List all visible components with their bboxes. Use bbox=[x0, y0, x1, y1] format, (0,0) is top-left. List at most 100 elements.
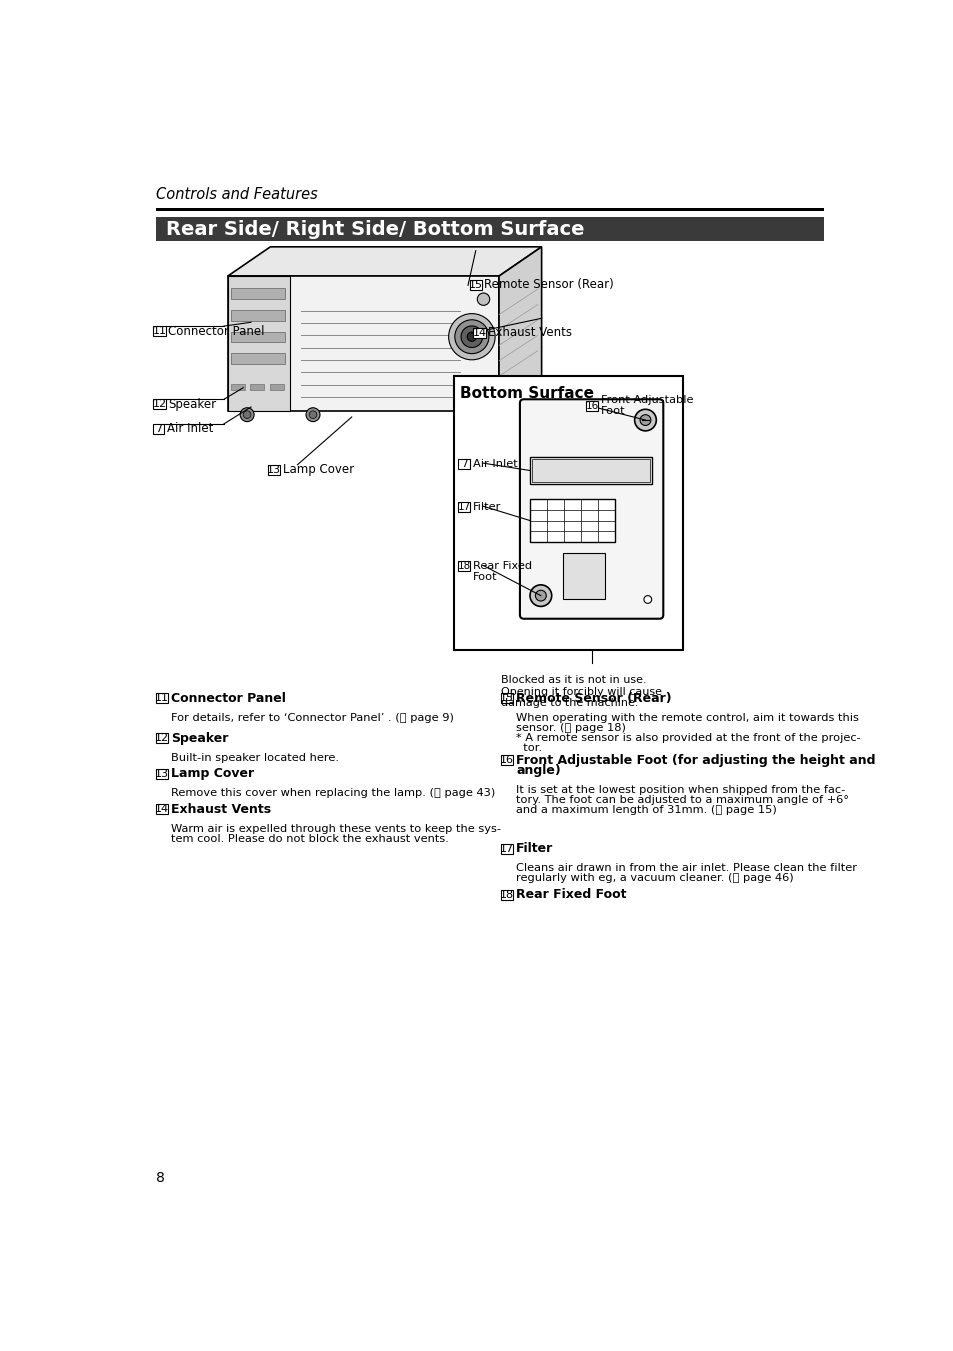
Text: tor.: tor. bbox=[516, 743, 541, 753]
Bar bbox=[500, 693, 513, 704]
Bar bbox=[500, 843, 513, 854]
Bar bbox=[231, 384, 245, 390]
Text: 11: 11 bbox=[152, 326, 167, 336]
Text: 14: 14 bbox=[472, 328, 486, 338]
Text: 14: 14 bbox=[154, 804, 169, 815]
Text: Foot: Foot bbox=[599, 407, 624, 416]
Circle shape bbox=[634, 409, 656, 431]
Text: It is set at the lowest position when shipped from the fac-: It is set at the lowest position when sh… bbox=[516, 785, 844, 794]
Text: 12: 12 bbox=[154, 734, 169, 743]
Bar bbox=[530, 457, 651, 484]
Text: sensor. (  page 18): sensor. (  page 18) bbox=[516, 723, 625, 732]
Circle shape bbox=[243, 411, 251, 419]
Text: Bottom Surface: Bottom Surface bbox=[459, 385, 594, 401]
Text: 13: 13 bbox=[267, 465, 281, 474]
Text: Rear Fixed Foot: Rear Fixed Foot bbox=[516, 888, 626, 901]
Bar bbox=[531, 458, 649, 482]
Bar bbox=[155, 216, 822, 242]
Circle shape bbox=[448, 313, 495, 359]
Text: 11: 11 bbox=[154, 693, 169, 704]
Circle shape bbox=[309, 411, 316, 419]
Text: Rear Fixed: Rear Fixed bbox=[472, 561, 531, 571]
Text: Lamp Cover: Lamp Cover bbox=[171, 767, 254, 781]
Text: angle): angle) bbox=[516, 765, 560, 777]
Bar bbox=[457, 458, 470, 469]
Bar bbox=[457, 501, 470, 512]
Bar bbox=[153, 424, 164, 434]
Text: 18: 18 bbox=[457, 561, 470, 571]
Text: Filter: Filter bbox=[516, 842, 553, 855]
Bar bbox=[454, 376, 682, 650]
Circle shape bbox=[455, 320, 488, 354]
Bar bbox=[270, 384, 283, 390]
Text: 13: 13 bbox=[154, 769, 169, 780]
Bar bbox=[500, 755, 513, 765]
Circle shape bbox=[535, 590, 546, 601]
Text: Built-in speaker located here.: Built-in speaker located here. bbox=[171, 753, 339, 763]
Text: 7: 7 bbox=[460, 458, 467, 469]
Bar bbox=[153, 326, 166, 336]
Text: Connector Panel: Connector Panel bbox=[171, 692, 286, 705]
Circle shape bbox=[306, 408, 319, 422]
Text: Remote Sensor (Rear): Remote Sensor (Rear) bbox=[516, 692, 671, 705]
Circle shape bbox=[467, 332, 476, 342]
Text: 15: 15 bbox=[468, 280, 482, 290]
Text: Blocked as it is not in use.
Opening it forcibly will cause
damage to the machin: Blocked as it is not in use. Opening it … bbox=[500, 676, 660, 708]
Text: Cleans air drawn in from the air inlet. Please clean the filter: Cleans air drawn in from the air inlet. … bbox=[516, 863, 856, 873]
Polygon shape bbox=[228, 276, 498, 411]
Circle shape bbox=[468, 408, 482, 422]
Text: For details, refer to ‘Connector Panel’ . (  page 9): For details, refer to ‘Connector Panel’ … bbox=[171, 713, 454, 723]
Bar bbox=[155, 734, 168, 743]
Text: Connector Panel: Connector Panel bbox=[168, 324, 264, 338]
Bar bbox=[500, 890, 513, 900]
Text: regularly with eg, a vacuum cleaner. (  page 46): regularly with eg, a vacuum cleaner. (  … bbox=[516, 873, 793, 882]
Text: Foot: Foot bbox=[472, 571, 497, 582]
Text: Exhaust Vents: Exhaust Vents bbox=[488, 326, 572, 339]
Bar bbox=[155, 804, 168, 815]
Circle shape bbox=[472, 411, 479, 419]
Bar bbox=[473, 328, 485, 338]
Text: 17: 17 bbox=[457, 501, 470, 512]
Text: Remove this cover when replacing the lamp. (  page 43): Remove this cover when replacing the lam… bbox=[171, 788, 495, 798]
Bar bbox=[153, 400, 166, 409]
Text: Lamp Cover: Lamp Cover bbox=[282, 463, 354, 477]
Text: tem cool. Please do not block the exhaust vents.: tem cool. Please do not block the exhaus… bbox=[171, 834, 449, 843]
Bar bbox=[231, 353, 285, 363]
Circle shape bbox=[476, 293, 489, 305]
Polygon shape bbox=[228, 247, 541, 276]
Bar bbox=[562, 554, 604, 600]
Bar bbox=[250, 384, 264, 390]
Bar bbox=[530, 500, 615, 542]
FancyBboxPatch shape bbox=[519, 400, 662, 619]
Circle shape bbox=[639, 415, 650, 426]
Text: and a maximum length of 31mm. (  page 15): and a maximum length of 31mm. (  page 15… bbox=[516, 805, 776, 815]
Text: 12: 12 bbox=[152, 400, 167, 409]
Bar bbox=[457, 561, 470, 571]
Bar bbox=[585, 401, 598, 411]
Circle shape bbox=[530, 585, 551, 607]
Text: Front Adjustable: Front Adjustable bbox=[599, 396, 692, 405]
Bar bbox=[268, 465, 280, 474]
Text: Warm air is expelled through these vents to keep the sys-: Warm air is expelled through these vents… bbox=[171, 824, 500, 834]
Text: 17: 17 bbox=[499, 843, 514, 854]
Text: Air Inlet: Air Inlet bbox=[472, 458, 517, 469]
Text: 18: 18 bbox=[499, 890, 514, 900]
Bar bbox=[231, 331, 285, 342]
Text: Filter: Filter bbox=[472, 501, 500, 512]
Text: 7: 7 bbox=[155, 424, 162, 434]
Bar bbox=[155, 693, 168, 704]
Text: tory. The foot can be adjusted to a maximum angle of +6°: tory. The foot can be adjusted to a maxi… bbox=[516, 794, 848, 805]
Circle shape bbox=[460, 326, 482, 347]
Text: Rear Side/ Right Side/ Bottom Surface: Rear Side/ Right Side/ Bottom Surface bbox=[166, 220, 583, 239]
Polygon shape bbox=[498, 247, 541, 411]
Text: Speaker: Speaker bbox=[171, 732, 229, 744]
Text: 16: 16 bbox=[499, 755, 514, 765]
Bar bbox=[155, 769, 168, 780]
Bar bbox=[228, 276, 290, 411]
Bar bbox=[155, 208, 822, 211]
Text: Exhaust Vents: Exhaust Vents bbox=[171, 802, 271, 816]
Bar bbox=[469, 280, 481, 290]
Text: Front Adjustable Foot (for adjusting the height and: Front Adjustable Foot (for adjusting the… bbox=[516, 754, 875, 766]
Text: * A remote sensor is also provided at the front of the projec-: * A remote sensor is also provided at th… bbox=[516, 732, 860, 743]
Bar bbox=[231, 309, 285, 320]
